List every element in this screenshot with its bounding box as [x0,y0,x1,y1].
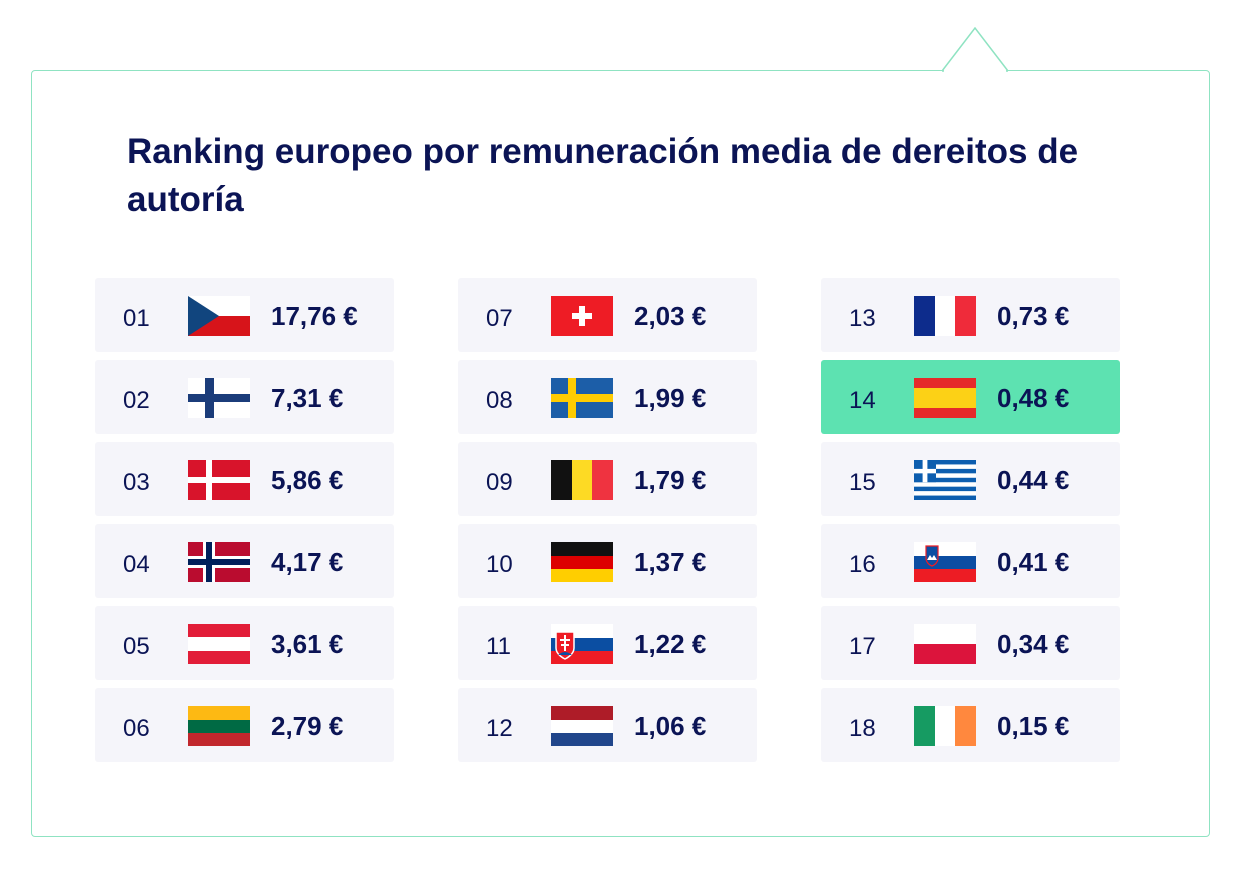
rank-number: 15 [849,469,876,496]
flag-poland-icon [914,624,976,664]
rank-number: 06 [123,715,150,742]
flag-sweden-icon [551,378,613,418]
flag-finland-icon [188,378,250,418]
flag-switzerland-icon [551,296,613,336]
remuneration-value: 17,76 € [271,301,358,331]
flag-ireland-icon [914,706,976,746]
flag-greece-icon [914,460,976,500]
remuneration-value: 0,73 € [997,301,1070,331]
rank-number: 16 [849,551,876,578]
ranking-item: 03 5,86 € [95,442,394,516]
remuneration-value: 0,15 € [997,711,1070,741]
remuneration-value: 3,61 € [271,629,344,659]
ranking-item: 09 1,79 € [458,442,757,516]
ranking-item: 05 3,61 € [95,606,394,680]
rank-number: 13 [849,305,876,332]
flag-germany-icon [551,542,613,582]
ranking-item: 13 0,73 € [821,278,1120,352]
remuneration-value: 2,79 € [271,711,344,741]
ranking-item: 08 1,99 € [458,360,757,434]
flag-spain-icon [914,378,976,418]
remuneration-value: 7,31 € [271,383,344,413]
ranking-item-highlighted: 14 0,48 € [821,360,1120,434]
remuneration-value: 1,22 € [634,629,707,659]
rank-number: 09 [486,469,513,496]
remuneration-value: 2,03 € [634,301,707,331]
rank-number: 10 [486,551,513,578]
page-title: Ranking europeo por remuneración media d… [127,132,1079,219]
flag-denmark-icon [188,460,250,500]
remuneration-value: 1,99 € [634,383,707,413]
rank-number: 07 [486,305,513,332]
rank-number: 17 [849,633,876,660]
ranking-item: 12 1,06 € [458,688,757,762]
remuneration-value: 0,41 € [997,547,1070,577]
flag-belgium-icon [551,460,613,500]
flag-slovenia-icon [914,542,976,582]
rank-number: 12 [486,715,513,742]
rank-number: 08 [486,387,513,414]
flag-netherlands-icon [551,706,613,746]
remuneration-value: 4,17 € [271,547,344,577]
ranking-item: 01 17,76 € [95,278,394,352]
flag-france-icon [914,296,976,336]
flag-lithuania-icon [188,706,250,746]
ranking-item: 07 2,03 € [458,278,757,352]
callout-pointer [942,27,1008,73]
rank-number: 14 [849,387,876,414]
ranking-item: 02 7,31 € [95,360,394,434]
remuneration-value: 0,48 € [997,383,1070,413]
ranking-item: 18 0,15 € [821,688,1120,762]
rank-number: 03 [123,469,150,496]
ranking-item: 11 1,22 € [458,606,757,680]
rank-number: 18 [849,715,876,742]
ranking-item: 06 2,79 € [95,688,394,762]
flag-czech-republic-icon [188,296,250,336]
remuneration-value: 0,34 € [997,629,1070,659]
flag-slovakia-icon [551,624,613,664]
rank-number: 02 [123,387,150,414]
flag-austria-icon [188,624,250,664]
ranking-item: 15 0,44 € [821,442,1120,516]
remuneration-value: 1,79 € [634,465,707,495]
ranking-item: 10 1,37 € [458,524,757,598]
ranking-item: 16 0,41 € [821,524,1120,598]
remuneration-value: 0,44 € [997,465,1070,495]
ranking-item: 17 0,34 € [821,606,1120,680]
rank-number: 05 [123,633,150,660]
ranking-item: 04 4,17 € [95,524,394,598]
rank-number: 11 [486,633,511,660]
flag-norway-icon [188,542,250,582]
remuneration-value: 1,06 € [634,711,707,741]
remuneration-value: 5,86 € [271,465,344,495]
remuneration-value: 1,37 € [634,547,707,577]
ranking-card: Ranking europeo por remuneración media d… [31,70,1210,837]
rank-number: 01 [123,305,150,332]
rank-number: 04 [123,551,150,578]
